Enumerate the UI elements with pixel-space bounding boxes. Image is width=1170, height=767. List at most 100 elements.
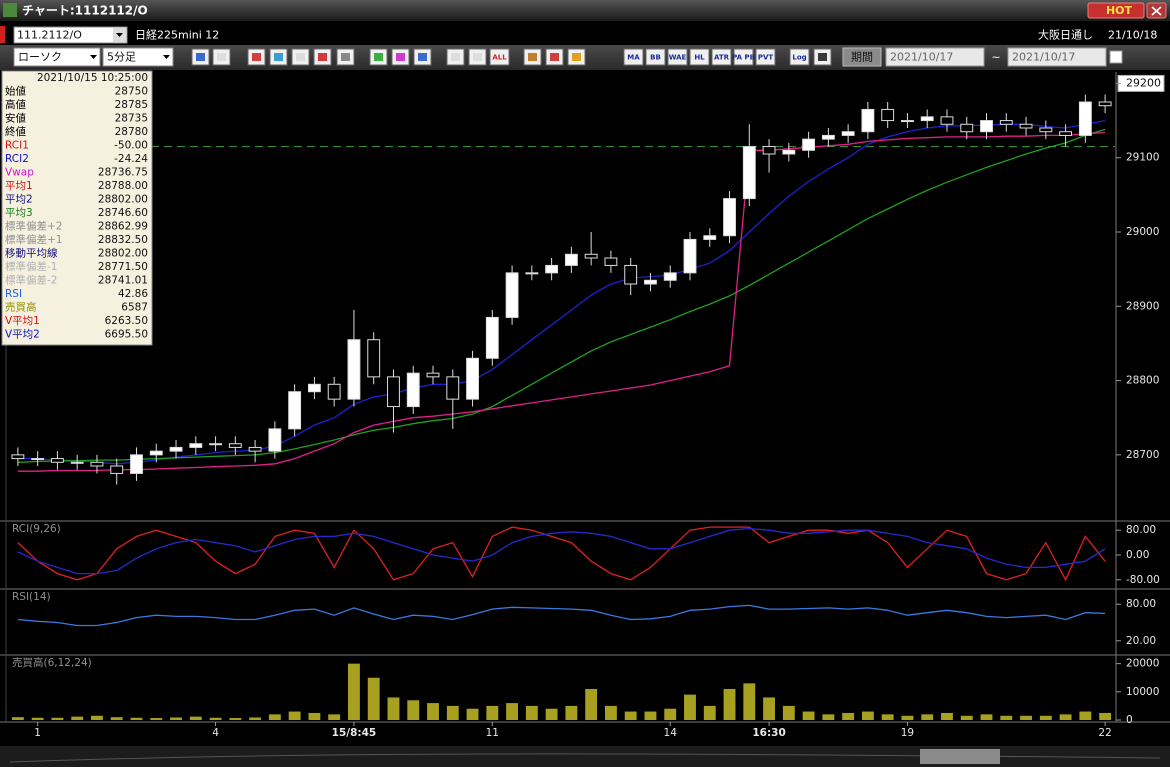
- tool-icon[interactable]: [733, 48, 754, 66]
- volume-bar: [941, 712, 953, 720]
- tool-icon[interactable]: [755, 48, 776, 66]
- candle-body: [1039, 127, 1053, 133]
- volume-bar: [525, 705, 538, 720]
- info-label: V平均2: [5, 329, 40, 341]
- volume-bar: [1059, 714, 1072, 720]
- y-tick-label: -80.00: [1126, 574, 1160, 586]
- candle-body: [960, 123, 974, 133]
- volume-bar: [1039, 715, 1052, 720]
- volume-bar: [229, 718, 242, 720]
- volume-bar: [881, 714, 894, 720]
- candle-body: [683, 238, 697, 274]
- candle-body: [485, 316, 499, 359]
- info-value: 28741.01: [98, 275, 148, 287]
- dropdown-arrow: [116, 33, 123, 37]
- info-label: 標準偏差-1: [5, 260, 57, 273]
- window-title: チャート:1112112/O: [22, 4, 148, 18]
- volume-bar: [585, 689, 598, 720]
- volume-bar: [604, 705, 617, 720]
- scroll-thumb[interactable]: [920, 749, 1000, 764]
- candle-body: [920, 116, 934, 122]
- tool-icon[interactable]: [623, 48, 644, 66]
- from-date[interactable]: [885, 47, 985, 67]
- tool-icon-glyph: [318, 53, 327, 61]
- x-tick-label: 4: [212, 727, 219, 739]
- candle-body: [1098, 101, 1112, 107]
- candle-body: [545, 264, 559, 274]
- symbol-row: [0, 21, 1170, 45]
- indicator-line: [17, 119, 1106, 465]
- tool-icon[interactable]: [789, 48, 810, 66]
- candle-body: [268, 428, 282, 452]
- dropdown-arrow: [163, 55, 170, 59]
- info-label: 安値: [5, 112, 26, 125]
- y-tick-label: 29100: [1126, 152, 1159, 164]
- x-tick-label: 19: [901, 727, 914, 739]
- tool-icon[interactable]: [711, 48, 732, 66]
- to-date-text: 2021/10/17: [1012, 51, 1075, 64]
- x-tick-label: 15/8:45: [332, 727, 377, 739]
- volume-bar: [1079, 711, 1092, 720]
- style-select[interactable]: [13, 47, 101, 67]
- volume-bar: [328, 714, 341, 720]
- volume-bar: [189, 716, 202, 720]
- scroll-bar[interactable]: [0, 746, 1170, 767]
- checkbox[interactable]: [1109, 50, 1123, 64]
- candle-body: [1019, 123, 1033, 129]
- tool-icon-glyph: [274, 53, 283, 61]
- to-date[interactable]: [1007, 47, 1107, 67]
- x-tick-label: 1: [34, 727, 41, 739]
- volume-bar: [407, 700, 420, 720]
- volume-bar: [1000, 715, 1013, 720]
- volume-bar: [1099, 712, 1112, 720]
- volume-bar: [763, 697, 775, 720]
- volume-bar: [723, 689, 736, 720]
- info-value: 28735: [115, 113, 148, 125]
- volume-bar: [427, 703, 439, 720]
- candle-body: [762, 146, 776, 155]
- period-button[interactable]: [842, 47, 882, 67]
- info-label: 売買高: [5, 301, 37, 314]
- volume-bar: [624, 711, 637, 720]
- x-tick-label: 22: [1098, 727, 1111, 739]
- info-label: Vwap: [5, 167, 34, 179]
- volume-bar: [209, 717, 222, 720]
- info-value: 28862.99: [98, 221, 148, 233]
- candle-body: [782, 149, 796, 155]
- tool-icon-label: PVT: [758, 54, 774, 62]
- tool-icon-label: MA: [627, 54, 640, 62]
- tool-icon-glyph: [217, 53, 226, 61]
- close-icon: [1151, 6, 1162, 16]
- indicator-line: [17, 526, 1106, 582]
- interval-select[interactable]: [102, 47, 174, 67]
- volume-bar: [921, 714, 934, 720]
- info-label: 高値: [5, 98, 26, 111]
- candle-body: [703, 235, 717, 240]
- candle-body: [584, 253, 598, 259]
- tool-icon[interactable]: [667, 48, 688, 66]
- candle-body: [367, 339, 381, 378]
- candle-body: [130, 454, 143, 474]
- candle-body: [70, 461, 84, 464]
- tool-icon[interactable]: [689, 48, 710, 66]
- panel-title: RCI(9,26): [12, 523, 61, 535]
- hot-button[interactable]: [1087, 2, 1145, 19]
- volume-bar: [348, 663, 360, 720]
- tool-icon-glyph: [296, 53, 305, 61]
- tool-icon[interactable]: [645, 48, 666, 66]
- tool-icon[interactable]: [489, 48, 510, 66]
- y-tick-label: 20000: [1126, 658, 1159, 670]
- tool-icon-glyph: [374, 53, 383, 61]
- tool-icon-label: BB: [650, 54, 661, 62]
- info-label: 平均2: [5, 194, 33, 206]
- volume-bar: [446, 705, 459, 720]
- style-text: ローソク: [18, 51, 62, 64]
- symbol-input[interactable]: [13, 26, 128, 44]
- instrument-name: 日経225mini 12: [135, 29, 219, 42]
- info-box: 2021/10/15 10:25:00 始値 28750 高値 28785 安値 2873…: [1, 70, 153, 346]
- info-label: 標準偏差+2: [5, 220, 62, 233]
- y-tick-label: 20.00: [1126, 635, 1156, 647]
- candle-body: [90, 461, 104, 467]
- session: 大阪日通し: [1038, 28, 1093, 42]
